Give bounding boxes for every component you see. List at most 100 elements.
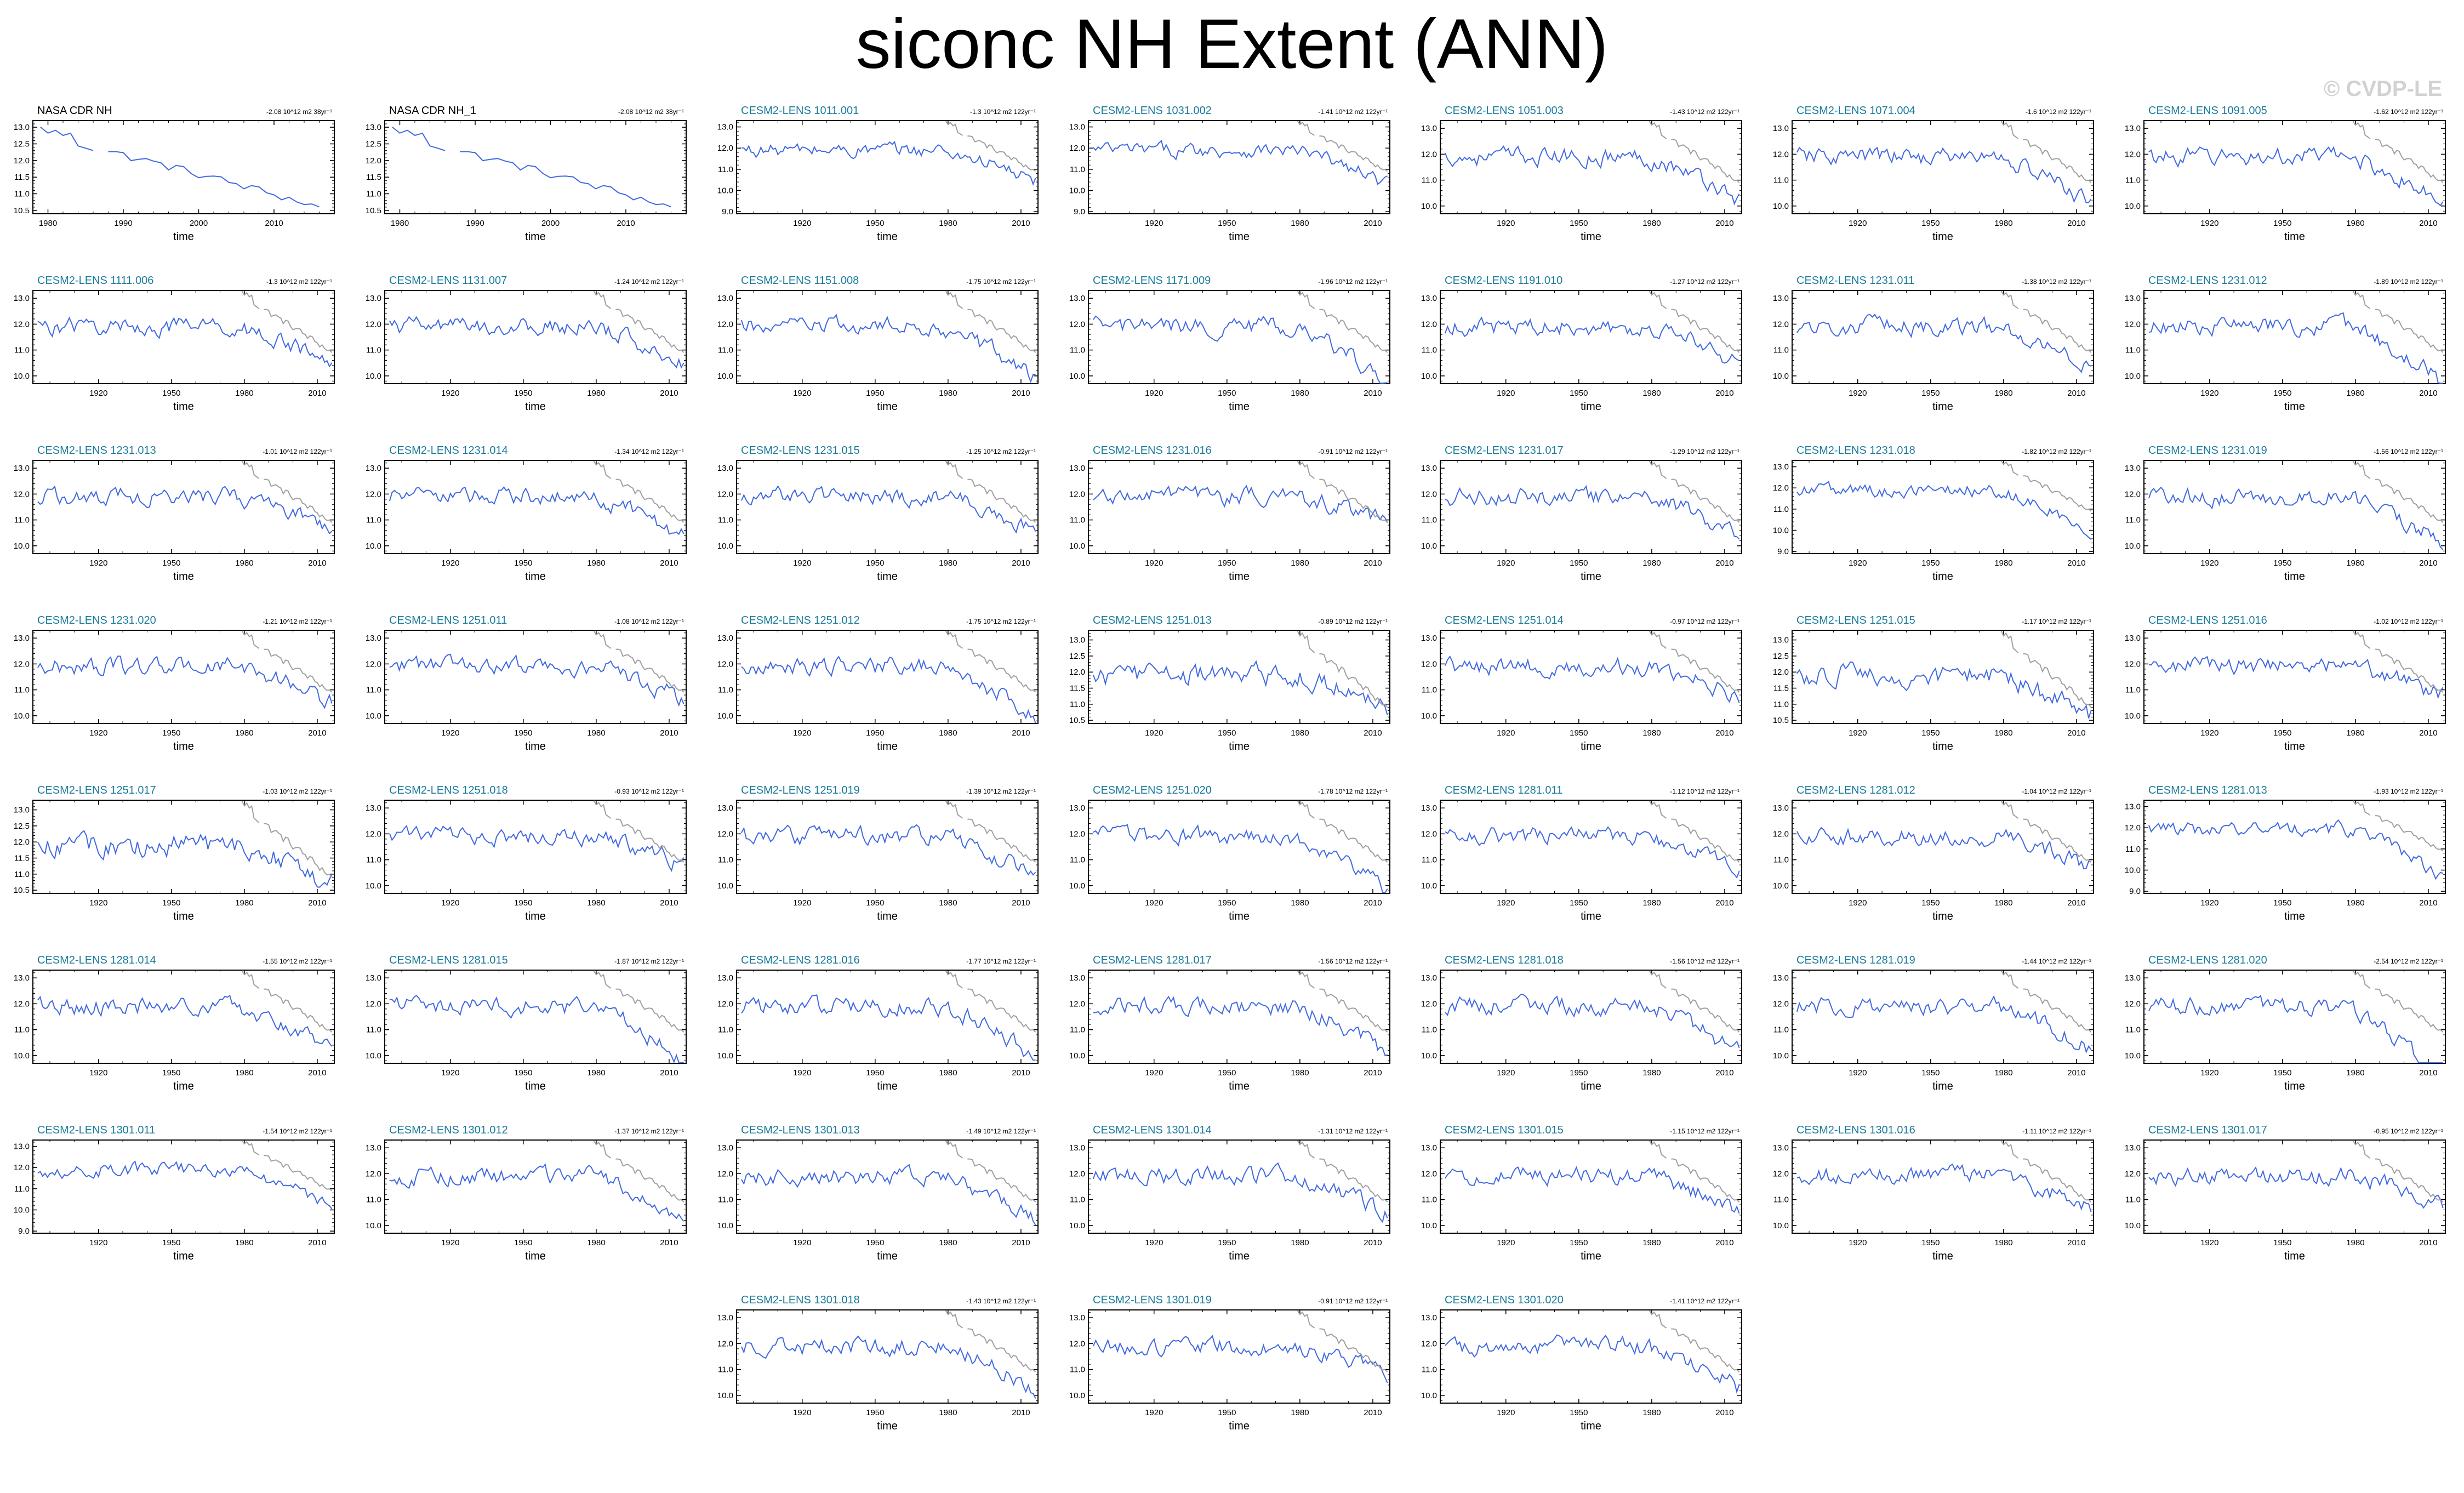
obs-overlay-line	[1319, 1328, 1388, 1372]
x-tick-label: 1980	[1994, 219, 2012, 228]
y-tick-label: 12.0	[1421, 1339, 1437, 1348]
series-line	[1093, 315, 1388, 384]
trend-label: -1.25 10^12 m2 122yr⁻¹	[966, 448, 1036, 455]
y-tick-label: 12.0	[14, 489, 30, 499]
x-tick-label: 1920	[1849, 389, 1867, 398]
obs-overlay-line	[2023, 653, 2092, 708]
x-tick-label: 1980	[1994, 1238, 2012, 1247]
x-axis-label: time	[1229, 740, 1250, 753]
y-tick-label: 11.0	[1070, 700, 1085, 709]
x-tick-label: 1920	[1145, 1068, 1163, 1078]
obs-overlay-line	[2352, 460, 2371, 479]
y-tick-label: 13.0	[14, 464, 30, 473]
y-tick-label: 13.0	[14, 973, 30, 983]
x-tick-label: 1920	[1849, 559, 1867, 568]
x-tick-label: 1980	[235, 1238, 253, 1247]
series-line	[741, 824, 1036, 876]
y-tick-label: 10.0	[717, 1391, 733, 1400]
chart-panel: CESM2-LENS 1231.014 -1.34 10^12 m2 122yr⁻…	[366, 445, 687, 583]
x-tick-label: 1920	[441, 728, 459, 738]
chart-panel: CESM2-LENS 1231.016 -0.91 10^12 m2 122yr⁻…	[1069, 445, 1390, 583]
x-tick-label: 2010	[265, 219, 283, 228]
y-tick-label: 13.0	[366, 804, 381, 813]
y-tick-label: 10.0	[2125, 711, 2141, 721]
obs-overlay-line	[2375, 478, 2444, 523]
obs-overlay-line	[2000, 800, 2019, 819]
chart-panel: CESM2-LENS 1301.019 -0.91 10^12 m2 122yr⁻…	[1069, 1294, 1390, 1432]
x-axis-label: time	[1581, 1250, 1601, 1262]
x-tick-label: 1920	[1849, 219, 1867, 228]
trend-label: -1.03 10^12 m2 122yr⁻¹	[263, 788, 332, 795]
x-axis-label: time	[173, 231, 194, 243]
x-tick-label: 1950	[2273, 1238, 2291, 1247]
obs-overlay-line	[1671, 648, 1740, 693]
x-tick-label: 1980	[1291, 898, 1309, 908]
obs-overlay-line	[241, 630, 260, 649]
y-tick-label: 13.0	[2125, 802, 2141, 812]
x-tick-label: 2010	[2419, 1238, 2437, 1247]
chart-panel: CESM2-LENS 1191.010 -1.27 10^12 m2 122yr⁻…	[1421, 275, 1742, 413]
x-tick-label: 1980	[235, 1068, 253, 1078]
x-tick-label: 1920	[1849, 1068, 1867, 1078]
series-line	[392, 127, 446, 151]
obs-overlay-line	[2352, 1140, 2371, 1159]
x-tick-label: 1950	[1921, 559, 1940, 568]
obs-overlay-line	[2023, 818, 2092, 863]
panel-title: CESM2-LENS 1231.018	[1796, 445, 1915, 457]
obs-overlay-line	[1649, 290, 1667, 309]
trend-label: -1.56 10^12 m2 122yr⁻¹	[1318, 958, 1388, 965]
x-tick-label: 1920	[793, 389, 811, 398]
x-tick-label: 1980	[235, 389, 253, 398]
chart-panel: CESM2-LENS 1231.019 -1.56 10^12 m2 122yr⁻…	[2125, 445, 2446, 583]
panel-title: CESM2-LENS 1231.013	[37, 445, 156, 457]
y-tick-label: 13.0	[717, 804, 733, 813]
panel-title: CESM2-LENS 1091.005	[2148, 105, 2267, 117]
y-tick-label: 11.0	[1773, 856, 1789, 865]
trend-label: -1.56 10^12 m2 122yr⁻¹	[2374, 448, 2443, 455]
x-tick-label: 1950	[1570, 898, 1588, 908]
panel-title: CESM2-LENS 1301.012	[389, 1124, 508, 1136]
obs-overlay-line	[945, 121, 963, 136]
panel-title: CESM2-LENS 1301.020	[1445, 1294, 1564, 1306]
obs-overlay-line	[2375, 988, 2444, 1033]
x-tick-label: 1950	[1570, 559, 1588, 568]
y-tick-label: 12.0	[366, 829, 381, 839]
plot-frame	[2143, 460, 2446, 554]
panel-title: CESM2-LENS 1281.020	[2148, 954, 2267, 966]
trend-label: -2.08 10^12 m2 38yr⁻¹	[618, 108, 684, 116]
y-tick-label: 11.0	[366, 686, 381, 695]
x-tick-label: 2010	[2419, 898, 2437, 908]
x-tick-label: 2010	[1012, 559, 1030, 568]
x-tick-label: 2010	[1012, 1408, 1030, 1417]
chart-panel: CESM2-LENS 1301.013 -1.49 10^12 m2 122yr⁻…	[717, 1124, 1039, 1262]
x-tick-label: 1980	[1642, 389, 1661, 398]
plot-frame	[1088, 290, 1390, 384]
x-tick-label: 1950	[1570, 728, 1588, 738]
x-tick-label: 1980	[1291, 389, 1309, 398]
series-line	[1796, 995, 2092, 1054]
plot-frame	[1792, 290, 2094, 384]
y-tick-label: 10.0	[1773, 1221, 1789, 1230]
plot-frame	[384, 800, 687, 894]
y-tick-label: 11.0	[2125, 176, 2141, 185]
x-tick-label: 1950	[514, 1068, 532, 1078]
y-tick-label: 10.0	[1069, 372, 1085, 381]
y-tick-label: 11.0	[366, 1195, 381, 1205]
y-tick-label: 11.0	[2125, 686, 2141, 695]
x-tick-label: 1980	[939, 1068, 957, 1078]
obs-overlay-line	[593, 630, 612, 649]
y-tick-label: 10.0	[366, 1221, 381, 1230]
trend-label: -1.62 10^12 m2 122yr⁻¹	[2374, 108, 2443, 116]
x-axis-label: time	[525, 231, 546, 243]
trend-label: -1.39 10^12 m2 122yr⁻¹	[966, 788, 1036, 795]
panel-title: CESM2-LENS 1231.019	[2148, 445, 2267, 457]
x-axis-label: time	[877, 1250, 898, 1262]
x-tick-label: 1980	[1291, 1238, 1309, 1247]
x-tick-label: 1950	[2273, 559, 2291, 568]
y-tick-label: 12.0	[717, 1339, 733, 1348]
series-line	[740, 485, 1036, 534]
obs-overlay-line	[2375, 139, 2444, 183]
x-tick-label: 2010	[660, 559, 678, 568]
y-tick-label: 10.0	[1773, 1051, 1789, 1061]
y-tick-label: 10.0	[366, 1051, 381, 1061]
